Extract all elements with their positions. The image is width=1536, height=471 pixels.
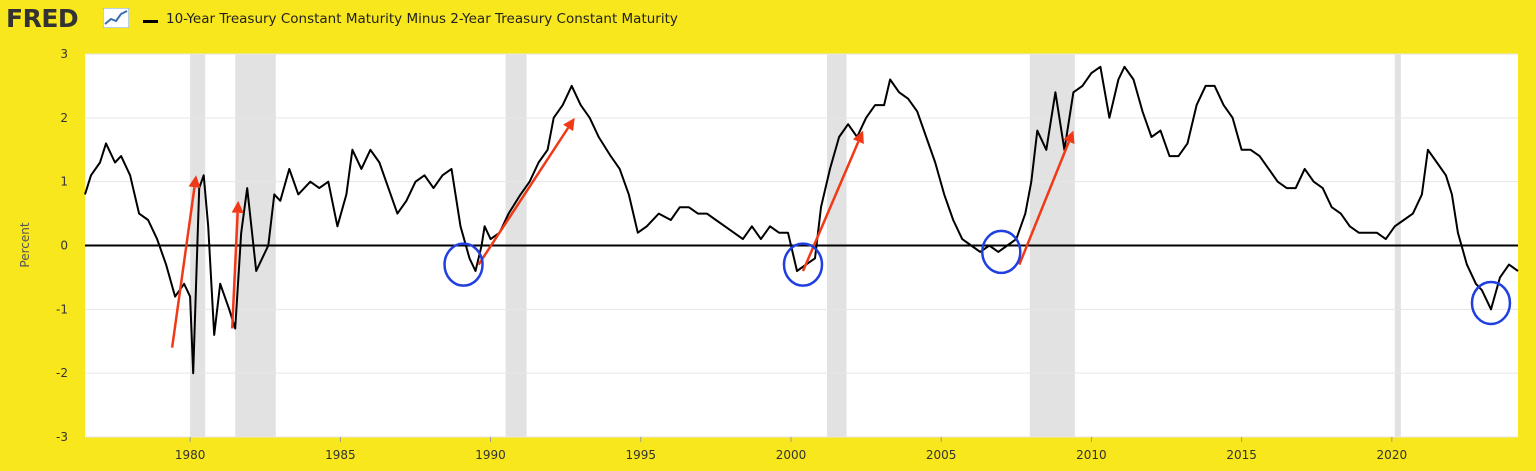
data-series xyxy=(84,65,1519,375)
chart-header: FRED 10-Year Treasury Constant Maturity … xyxy=(0,0,1536,42)
y-tick-label: 1 xyxy=(60,175,68,189)
annotation-arrowhead xyxy=(563,117,575,132)
x-tick-label: 2020 xyxy=(1377,448,1408,462)
axes: -3 -2 -1 0 1 2 3 1980 1985 1990 1995 2000 2005 2010 20… xyxy=(56,47,1407,462)
x-tick-label: 1985 xyxy=(325,448,356,462)
x-tick-label: 1990 xyxy=(475,448,506,462)
annotation-arrowhead xyxy=(231,200,244,214)
y-tick-label: -1 xyxy=(56,302,68,316)
annotation-arrow xyxy=(230,212,239,329)
annotation-arrowhead xyxy=(188,175,201,188)
annotation-circle xyxy=(1470,280,1512,326)
annotation-arrow xyxy=(801,141,860,272)
annotation-arrow xyxy=(170,186,196,348)
annotation-circle xyxy=(443,242,484,287)
x-tick-label: 2005 xyxy=(926,448,957,462)
annotation-circle xyxy=(782,242,824,287)
y-tick-label: 0 xyxy=(60,239,68,253)
annotation-arrowhead xyxy=(852,130,864,144)
x-tick-label: 2015 xyxy=(1226,448,1257,462)
annotation-arrow xyxy=(1018,141,1071,266)
grid-lines xyxy=(85,53,1518,438)
series-title[interactable]: 10-Year Treasury Constant Maturity Minus… xyxy=(166,11,678,27)
y-tick-label: -3 xyxy=(56,430,68,444)
fred-logo[interactable]: FRED xyxy=(6,4,79,33)
y-tick-label: 3 xyxy=(60,47,68,61)
annotation-arrow xyxy=(477,127,570,266)
y-axis-label: Percent xyxy=(18,222,32,267)
x-tick-label: 2010 xyxy=(1076,448,1107,462)
annotations xyxy=(170,117,1512,348)
line-chart-icon xyxy=(103,8,129,28)
x-tick-label: 1980 xyxy=(175,448,206,462)
series-line xyxy=(84,65,1519,375)
annotation-circle xyxy=(981,229,1022,275)
annotation-arrowhead xyxy=(1063,130,1075,144)
x-tick-label: 1995 xyxy=(626,448,657,462)
x-tick-label: 2000 xyxy=(776,448,807,462)
y-tick-label: -2 xyxy=(56,366,68,380)
y-tick-label: 2 xyxy=(60,111,68,125)
legend-line-swatch xyxy=(143,20,158,23)
